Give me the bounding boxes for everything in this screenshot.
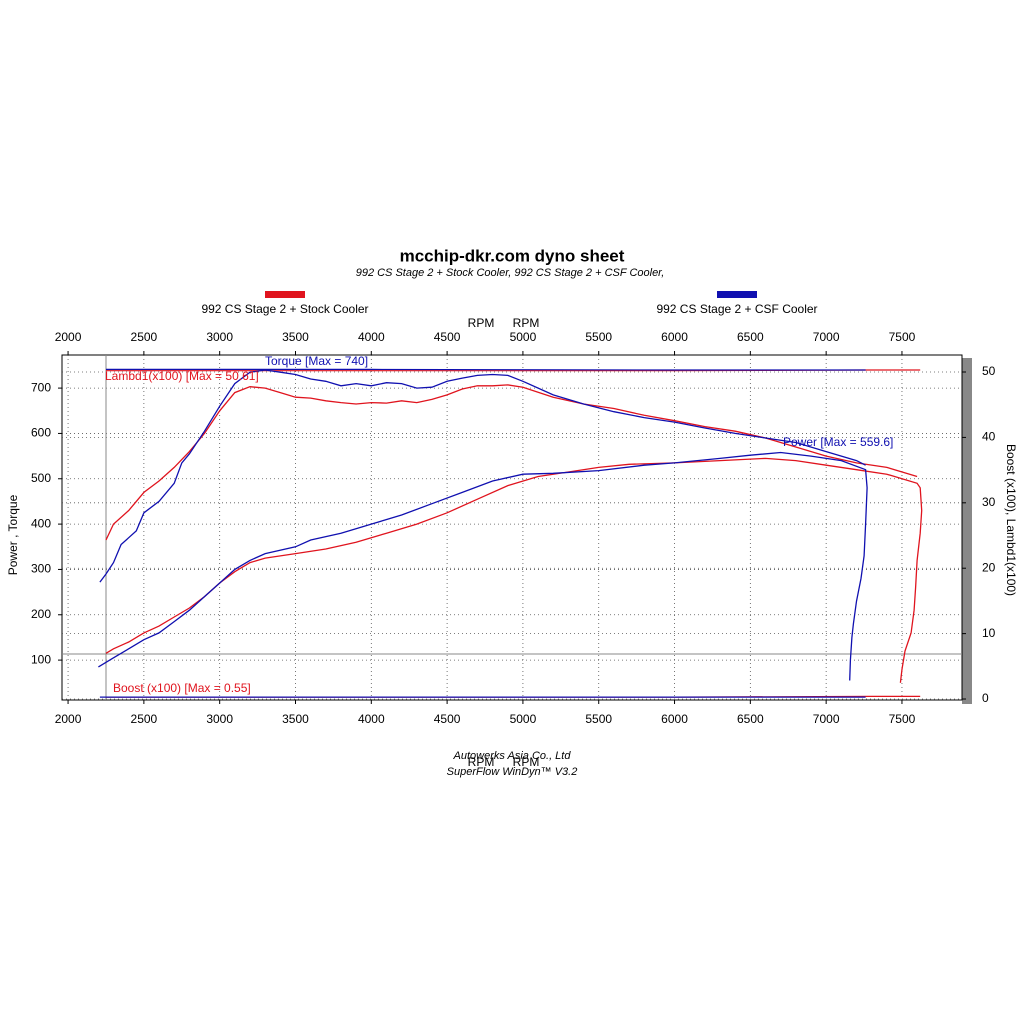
torque-curve <box>99 369 866 583</box>
y2-axis-label: Boost (x100), Lambd1(x100) <box>1004 444 1018 596</box>
curves <box>98 368 923 698</box>
x-axis-label: RPM <box>468 755 495 769</box>
y-tick-label: 400 <box>31 516 51 530</box>
y-tick-label: 300 <box>31 562 51 576</box>
plot-frame <box>61 354 963 701</box>
y-axis-label: Power , Torque <box>6 494 20 575</box>
x-tick-label: 6000 <box>661 712 688 726</box>
legend-label: 992 CS Stage 2 + CSF Cooler <box>656 302 817 316</box>
legend-label: 992 CS Stage 2 + Stock Cooler <box>201 302 368 316</box>
x-tick-label: 7500 <box>889 712 916 726</box>
x-tick-label: 4500 <box>434 712 461 726</box>
legend-swatch <box>265 291 305 298</box>
x-tick-label: 4000 <box>358 330 385 344</box>
y2-tick-label: 50 <box>982 364 996 378</box>
x-axis-label: RPM <box>468 316 495 330</box>
torque-curve <box>105 384 918 541</box>
lambda-curve <box>106 368 866 371</box>
x-tick-label: 6500 <box>737 712 764 726</box>
x-tick-label: 2500 <box>131 330 158 344</box>
y-tick-label: 500 <box>31 471 51 485</box>
power-curve <box>98 451 868 681</box>
y2-tick-label: 0 <box>982 691 989 705</box>
x-tick-label: 4000 <box>358 712 385 726</box>
legend-swatch <box>717 291 757 298</box>
annotation: Power [Max = 559.6] <box>783 435 893 449</box>
chart-subtitle: 992 CS Stage 2 + Stock Cooler, 992 CS St… <box>356 267 665 279</box>
footer: SuperFlow WinDyn™ V3.2 <box>447 766 578 778</box>
annotation: Boost (x100) [Max = 0.55] <box>113 681 251 695</box>
frame-shadow <box>962 358 972 704</box>
y2-tick-label: 30 <box>982 495 996 509</box>
y-tick-label: 700 <box>31 380 51 394</box>
x-tick-label: 3000 <box>206 712 233 726</box>
footer: Autowerks Asia Co., Ltd <box>453 750 572 762</box>
annotation: Lambd1(x100) [Max = 50.61] <box>105 369 259 383</box>
grid <box>62 355 962 700</box>
y-tick-label: 600 <box>31 426 51 440</box>
annotation: Torque [Max = 740] <box>265 354 368 368</box>
x-tick-label: 2000 <box>55 712 82 726</box>
x-axis-label: RPM <box>513 755 540 769</box>
x-tick-label: 5000 <box>510 712 537 726</box>
x-tick-label: 2000 <box>55 330 82 344</box>
y2-tick-label: 40 <box>982 430 996 444</box>
y2-tick-label: 10 <box>982 626 996 640</box>
y-tick-label: 200 <box>31 607 51 621</box>
x-tick-label: 7500 <box>889 330 916 344</box>
y2-tick-label: 20 <box>982 560 996 574</box>
x-tick-label: 4500 <box>434 330 461 344</box>
x-tick-label: 3000 <box>206 330 233 344</box>
x-tick-label: 3500 <box>282 712 309 726</box>
x-tick-label: 7000 <box>813 712 840 726</box>
chart-title: mcchip-dkr.com dyno sheet <box>400 246 625 265</box>
x-tick-label: 5000 <box>510 330 537 344</box>
x-tick-label: 6000 <box>661 330 688 344</box>
x-tick-label: 2500 <box>131 712 158 726</box>
x-tick-label: 5500 <box>585 712 612 726</box>
x-tick-label: 6500 <box>737 330 764 344</box>
x-tick-label: 3500 <box>282 330 309 344</box>
y-tick-label: 100 <box>31 652 51 666</box>
x-tick-label: 7000 <box>813 330 840 344</box>
x-axis-label: RPM <box>513 316 540 330</box>
x-tick-label: 5500 <box>585 330 612 344</box>
lambda-curve <box>106 369 921 372</box>
